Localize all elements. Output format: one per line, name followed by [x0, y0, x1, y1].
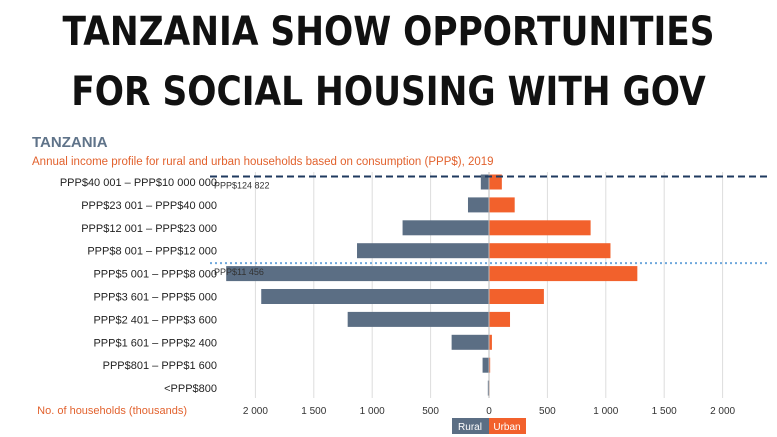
category-label: PPP$3 601 – PPP$5 000	[93, 292, 217, 304]
bar-rural	[357, 243, 489, 259]
x-axis-label: No. of households (thousands)	[37, 405, 187, 417]
category-label: PPP$2 401 – PPP$3 600	[93, 314, 217, 326]
x-tick-label: 1 500	[652, 406, 677, 417]
legend-label-urban: Urban	[493, 422, 520, 433]
bar-urban	[489, 197, 515, 213]
category-label: PPP$23 001 – PPP$40 000	[81, 200, 217, 212]
bar-rural	[402, 220, 489, 236]
bar-urban	[489, 220, 591, 236]
bar-rural	[487, 380, 489, 396]
bar-rural	[451, 334, 489, 350]
category-label: PPP$40 001 – PPP$10 000 000	[60, 177, 217, 189]
x-tick-label: 0	[486, 406, 492, 417]
category-label: PPP$12 001 – PPP$23 000	[81, 223, 217, 235]
category-label: PPP$801 – PPP$1 600	[103, 360, 217, 372]
headline-line-2: FOR SOCIAL HOUSING WITH GOV	[71, 69, 706, 115]
country-title: TANZANIA	[32, 134, 108, 151]
x-tick-label: 500	[422, 406, 439, 417]
bar-urban	[489, 334, 492, 350]
bar-urban	[489, 174, 502, 190]
legend-label-rural: Rural	[458, 422, 482, 433]
category-label: PPP$5 001 – PPP$8 000	[93, 269, 217, 281]
bar-urban	[489, 266, 638, 282]
bar-rural	[467, 197, 489, 213]
x-tick-label: 1 000	[360, 406, 385, 417]
bar-rural	[226, 266, 489, 282]
bar-urban	[489, 243, 611, 259]
x-tick-label: 500	[539, 406, 556, 417]
bar-rural	[482, 357, 489, 373]
category-label: <PPP$800	[164, 383, 217, 395]
x-tick-label: 2 000	[243, 406, 268, 417]
bar-urban	[489, 311, 511, 327]
bar-rural	[347, 311, 489, 327]
legend-swatch-urban	[489, 418, 526, 434]
x-tick-label: 2 000	[710, 406, 735, 417]
category-label: PPP$8 001 – PPP$12 000	[87, 246, 217, 258]
x-tick-label: 1 500	[301, 406, 326, 417]
legend-swatch-rural	[452, 418, 489, 434]
category-label: PPP$1 601 – PPP$2 400	[93, 337, 217, 349]
reference-label-upper: PPP$124 822	[214, 180, 270, 190]
chart-subtitle: Annual income profile for rural and urba…	[32, 156, 494, 168]
bar-rural	[480, 174, 489, 190]
bar-rural	[261, 289, 489, 304]
reference-label-lower: PPP$11 456	[214, 267, 264, 277]
bar-urban	[489, 357, 491, 373]
headline-line-1: TANZANIA SHOW OPPORTUNITIES	[62, 9, 715, 55]
x-tick-label: 1 000	[593, 406, 618, 417]
bar-urban	[489, 289, 544, 304]
